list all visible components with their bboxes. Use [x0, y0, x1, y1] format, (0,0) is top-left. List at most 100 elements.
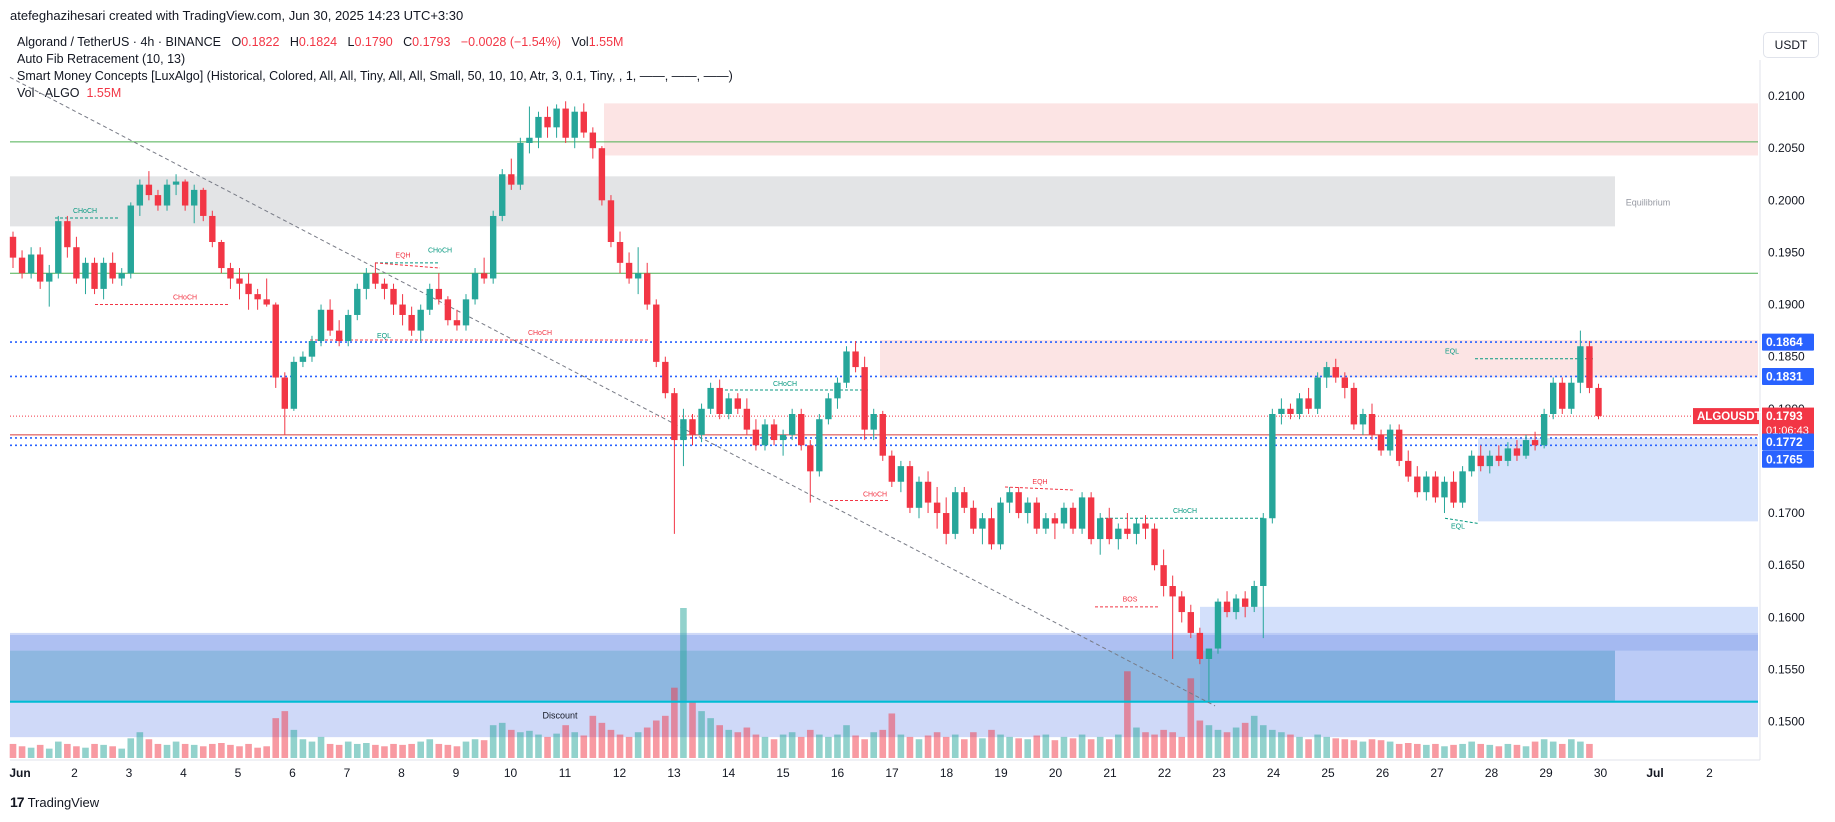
y-tick-label: 0.1850 [1768, 350, 1805, 364]
volume-bar [127, 738, 135, 758]
indicator-smc[interactable]: Smart Money Concepts [LuxAlgo] (Historic… [17, 69, 733, 83]
candle-body [798, 414, 805, 446]
volume-bar [589, 715, 597, 758]
candle-body [1559, 382, 1566, 409]
volume-bar [426, 739, 434, 758]
y-tick-label: 0.2000 [1768, 193, 1805, 207]
volume-bar [1214, 729, 1222, 758]
volume-bar [997, 734, 1004, 758]
volume-bar [1495, 746, 1503, 758]
volume-bar [544, 736, 551, 758]
candle-body [1577, 346, 1584, 383]
volume-bar [1287, 734, 1294, 758]
indicator-volume[interactable]: Vol · ALGO 1.55M [17, 85, 733, 102]
tradingview-brand[interactable]: 17 TradingView [10, 794, 99, 810]
candle-body [1160, 565, 1167, 586]
volume-bar [299, 739, 307, 758]
smc-label: EQL [1451, 524, 1465, 531]
volume-bar [353, 743, 361, 758]
volume-bar [1178, 736, 1186, 758]
volume-bar [1359, 741, 1367, 758]
candle-body [1051, 518, 1059, 524]
current-price-label: 0.1793 [1766, 409, 1803, 423]
x-tick-label: 27 [1430, 766, 1444, 780]
volume-bar [1087, 739, 1095, 758]
volume-value: 1.55M [588, 35, 624, 49]
candle-body [263, 299, 270, 305]
candle-body [1169, 586, 1176, 597]
candle-body [381, 283, 388, 289]
candle-body [1495, 455, 1503, 461]
volume-bar [1078, 734, 1086, 758]
candle-body [109, 262, 116, 279]
x-tick-label: 11 [559, 766, 572, 780]
candle-body [644, 273, 651, 305]
volume-bar [870, 732, 877, 758]
y-tick-label: 0.1900 [1768, 298, 1805, 312]
candle-body [743, 408, 751, 430]
volume-bar [1450, 744, 1457, 758]
candle-body [1060, 507, 1068, 524]
candle-body [1504, 448, 1512, 461]
candle-body [399, 304, 406, 315]
candle-body [354, 288, 361, 315]
candle-body [625, 262, 633, 279]
volume-bar [453, 746, 461, 758]
candle-body [218, 242, 225, 269]
candle-body [734, 398, 741, 409]
smc-label: CHoCH [528, 330, 552, 337]
volume-bar [1060, 736, 1068, 758]
close-value: 0.1793 [412, 35, 451, 49]
candle-body [1142, 523, 1149, 529]
candle-body [480, 273, 488, 279]
volume-bar [1314, 734, 1321, 758]
candle-body [662, 361, 669, 394]
indicator-fib[interactable]: Auto Fib Retracement (10, 13) [17, 52, 186, 66]
volume-bar [915, 739, 923, 758]
volume-bar [1477, 743, 1485, 758]
symbol-row[interactable]: Algorand / TetherUS · 4h · BINANCE O0.18… [17, 34, 733, 51]
candle-body [245, 283, 252, 295]
volume-bar [263, 746, 270, 758]
candle-body [707, 387, 714, 409]
volume-bar [535, 734, 542, 758]
volume-bar [1096, 736, 1104, 758]
candle-body [816, 419, 823, 472]
candle-body [1223, 601, 1231, 613]
x-tick-label: Jul [1646, 766, 1663, 780]
candle-body [788, 414, 796, 435]
candle-body [1350, 387, 1358, 425]
candle-body [770, 424, 778, 441]
x-tick-label: 7 [344, 766, 351, 780]
volume-bar [1540, 739, 1548, 758]
volume-bar [399, 744, 406, 758]
candle-body [988, 518, 995, 545]
currency-selector[interactable]: USDT [1763, 32, 1819, 58]
volume-bar [616, 734, 624, 758]
high-value: 0.1824 [298, 35, 338, 49]
volume-bar [100, 744, 107, 758]
candle-body [118, 273, 125, 279]
volume-bar [689, 701, 696, 758]
x-tick-label: 21 [1103, 766, 1117, 780]
candle-body [1296, 398, 1303, 414]
candle-body [1486, 455, 1493, 467]
candle-body [1241, 598, 1249, 607]
candle-body [870, 414, 877, 430]
volume-bar [698, 711, 705, 758]
candle-body [879, 414, 886, 456]
volume-bar [1468, 741, 1475, 758]
candle-body [1178, 596, 1185, 613]
candle-body [18, 257, 26, 274]
candle-body [1260, 518, 1267, 586]
volume-bar [598, 722, 606, 758]
current-price-bg [1762, 407, 1814, 439]
tradingview-logo-icon: 17 [10, 794, 25, 810]
volume-bar [942, 736, 950, 758]
volume-bar [245, 743, 252, 758]
volume-bar [489, 725, 497, 758]
candle-body [671, 393, 678, 441]
volume-bar [825, 736, 832, 758]
y-tick-label: 0.1650 [1768, 558, 1805, 572]
